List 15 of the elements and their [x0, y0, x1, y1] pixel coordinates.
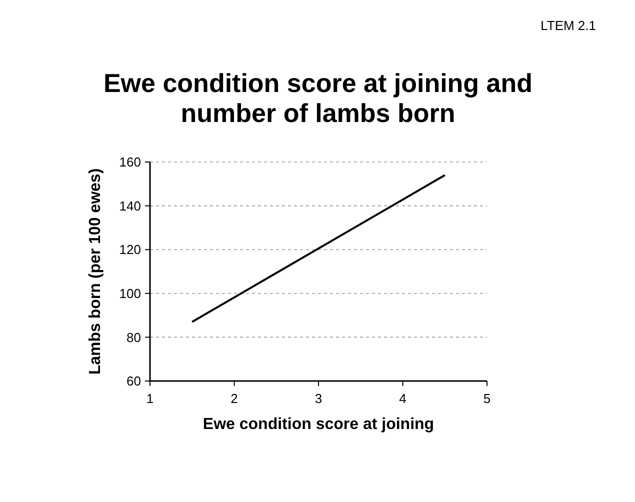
- x-tick-label: 2: [230, 391, 238, 406]
- x-tick-label: 1: [146, 391, 154, 406]
- x-tick-label: 4: [399, 391, 406, 406]
- y-tick-label: 140: [119, 198, 141, 214]
- x-axis-title: Ewe condition score at joining: [202, 416, 434, 433]
- y-tick-label: 100: [119, 286, 141, 301]
- y-tick-label: 160: [119, 154, 141, 170]
- y-tick-label: 80: [126, 330, 141, 345]
- x-tick-label: 3: [314, 391, 322, 406]
- x-tick-label: 5: [483, 391, 491, 406]
- y-tick-label: 120: [119, 242, 141, 258]
- chart-title: Ewe condition score at joining and number of lambs born: [103, 68, 533, 128]
- y-axis-title: Lambs born (per 100 ewes): [87, 168, 104, 375]
- y-tick-label: 60: [126, 374, 141, 389]
- text: LTEM 2.1: [540, 18, 596, 33]
